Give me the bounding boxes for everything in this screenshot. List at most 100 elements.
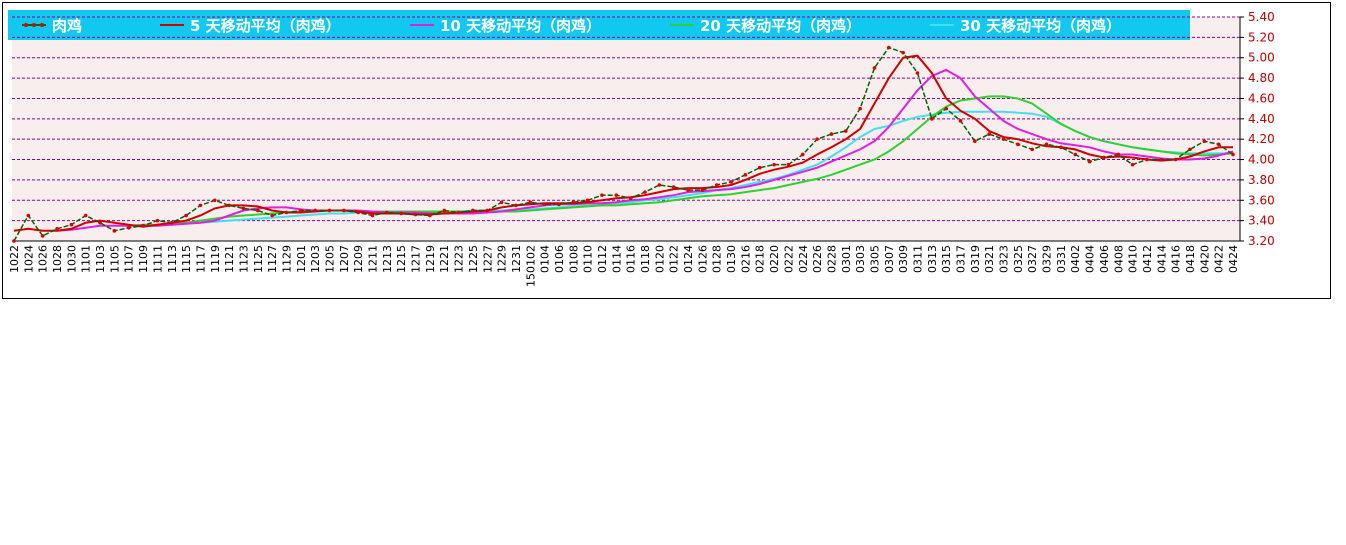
data-point xyxy=(270,213,274,218)
x-tick-label: 1030 xyxy=(65,245,78,273)
x-tick-label: 1213 xyxy=(381,245,394,273)
x-tick-label: 1215 xyxy=(395,245,408,273)
plot-area xyxy=(12,17,1240,241)
x-tick-label: 0222 xyxy=(782,245,795,273)
data-point xyxy=(370,213,375,218)
x-tick-label: 0420 xyxy=(1198,245,1211,273)
data-point xyxy=(212,198,217,203)
data-point xyxy=(1102,155,1106,160)
data-point xyxy=(714,183,719,187)
legend-label: 5 天移动平均（肉鸡） xyxy=(190,17,341,35)
legend-marker-point xyxy=(24,23,28,27)
x-tick-label: 1217 xyxy=(410,245,423,273)
data-point xyxy=(126,225,131,230)
data-point xyxy=(657,183,662,187)
data-point xyxy=(141,223,145,228)
x-tick-label: 1129 xyxy=(280,245,293,273)
x-tick-label: 0412 xyxy=(1141,245,1154,273)
x-tick-label: 0116 xyxy=(625,245,638,273)
data-point xyxy=(1202,139,1207,144)
x-tick-label: 0126 xyxy=(696,245,709,273)
data-point xyxy=(829,132,834,136)
x-tick-label: 0408 xyxy=(1112,245,1125,273)
x-tick-label: 1225 xyxy=(467,245,480,273)
series-line xyxy=(13,54,1233,232)
data-point xyxy=(1116,152,1121,157)
data-point xyxy=(1159,157,1164,162)
x-tick-label: 0331 xyxy=(1055,245,1068,273)
data-point xyxy=(571,200,576,205)
x-tick-label: 0224 xyxy=(797,245,810,273)
data-point xyxy=(198,203,203,208)
data-point xyxy=(284,210,289,215)
x-tick-label: 0323 xyxy=(998,245,1011,273)
x-tick-label: 0307 xyxy=(883,245,896,273)
x-tick-label: 1101 xyxy=(80,245,93,273)
data-point xyxy=(643,190,647,194)
x-tick-label: 0313 xyxy=(926,245,939,273)
y-tick-label: 3.20 xyxy=(1248,234,1275,248)
x-tick-label: 1024 xyxy=(22,245,35,273)
x-tick-label: 0404 xyxy=(1084,245,1097,273)
data-point xyxy=(1073,152,1078,157)
y-tick-label: 4.20 xyxy=(1248,132,1275,146)
data-point xyxy=(1059,145,1063,150)
data-point xyxy=(399,211,404,216)
x-tick-label: 1121 xyxy=(223,245,236,273)
x-tick-label: 0303 xyxy=(854,245,867,273)
legend-label: 20 天移动平均（肉鸡） xyxy=(700,17,861,35)
data-point xyxy=(1016,142,1020,147)
x-tick-label: 0309 xyxy=(897,245,910,273)
data-point xyxy=(356,210,360,215)
data-point xyxy=(26,213,31,218)
x-tick-label: 1205 xyxy=(324,245,337,273)
x-tick-label: 0216 xyxy=(739,245,752,273)
x-tick-label: 0130 xyxy=(725,245,738,273)
x-tick-label: 0128 xyxy=(711,245,724,273)
data-point xyxy=(169,220,174,225)
x-tick-label: 0327 xyxy=(1026,245,1039,273)
data-point xyxy=(772,162,776,167)
data-point xyxy=(485,208,490,213)
data-point xyxy=(958,119,963,123)
x-tick-label: 0228 xyxy=(825,245,838,273)
y-tick-label: 3.80 xyxy=(1248,173,1275,187)
data-point xyxy=(628,196,633,201)
data-point xyxy=(1173,157,1178,162)
y-tick-label: 4.00 xyxy=(1248,153,1275,167)
x-tick-label: 1203 xyxy=(309,245,322,273)
data-point xyxy=(255,208,260,213)
data-point xyxy=(872,66,877,70)
x-tick-label: 0112 xyxy=(596,245,609,273)
x-tick-label: 0124 xyxy=(682,245,695,273)
y-tick-label: 3.60 xyxy=(1248,193,1275,207)
x-tick-label: 0416 xyxy=(1170,245,1183,273)
x-tick-label: 0424 xyxy=(1227,245,1240,273)
data-point xyxy=(98,220,102,225)
y-tick-label: 5.20 xyxy=(1248,30,1275,44)
x-tick-label: 0321 xyxy=(983,245,996,273)
x-tick-label: 0414 xyxy=(1155,245,1168,273)
x-tick-label: 0108 xyxy=(567,245,580,273)
x-tick-label: 0120 xyxy=(653,245,666,273)
data-point xyxy=(155,218,160,223)
data-point xyxy=(514,203,518,208)
data-point xyxy=(428,213,432,218)
data-point xyxy=(1145,157,1149,162)
x-tick-label: 1229 xyxy=(496,245,509,273)
x-tick-label: 150102 xyxy=(524,245,537,287)
data-point xyxy=(227,203,231,208)
data-point xyxy=(743,173,748,177)
x-tick-label: 1209 xyxy=(352,245,365,273)
data-point xyxy=(112,229,117,233)
data-point xyxy=(1001,137,1006,141)
x-tick-label: 1022 xyxy=(8,245,21,273)
x-tick-label: 1127 xyxy=(266,245,279,273)
data-point xyxy=(313,208,317,213)
data-point xyxy=(786,162,791,167)
data-point xyxy=(973,139,977,144)
x-tick-label: 1211 xyxy=(367,245,380,273)
data-point xyxy=(757,165,762,170)
x-tick-label: 1207 xyxy=(338,245,351,273)
legend-label: 肉鸡 xyxy=(52,17,82,35)
